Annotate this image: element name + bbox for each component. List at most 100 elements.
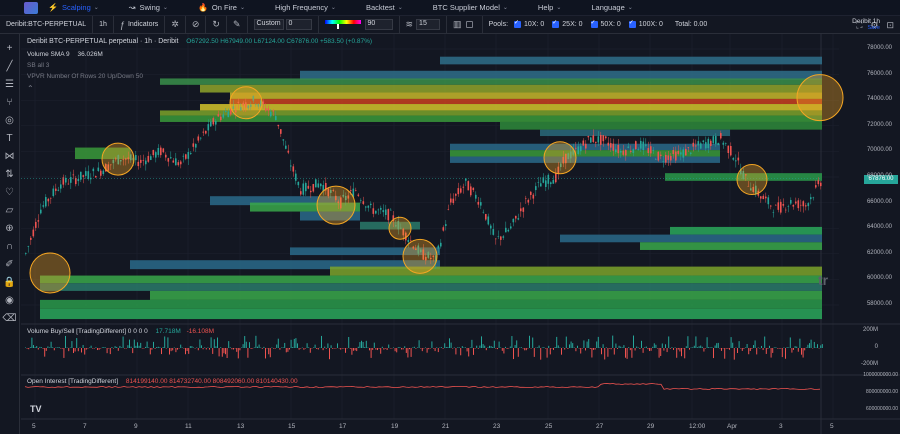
candle-body	[297, 181, 300, 186]
horizontal-lines-icon[interactable]: ☰	[5, 79, 14, 90]
price-chart[interactable]	[21, 34, 900, 434]
magnet-icon[interactable]: ∩	[5, 241, 14, 252]
pool-checkbox[interactable]	[590, 19, 598, 28]
candle-body	[532, 194, 535, 199]
indicators-label: Indicators	[127, 21, 159, 28]
volume-bar	[257, 346, 258, 348]
volume-bar	[36, 346, 38, 348]
menu-item-scalping[interactable]: ⚡ Scalping ⌄	[48, 3, 99, 12]
candle-body	[167, 158, 170, 162]
volume-bar	[521, 347, 522, 348]
zoom-icon[interactable]: ⊕	[5, 223, 14, 234]
volume-bar	[698, 346, 700, 348]
volume-bar	[569, 344, 570, 348]
volume-bar	[463, 347, 465, 348]
custom-input[interactable]: 0	[285, 19, 312, 30]
candle-body	[445, 224, 447, 226]
volume-bar	[492, 346, 494, 348]
heatmap-band	[640, 242, 822, 250]
pool-checkbox[interactable]	[514, 19, 522, 28]
volume-bar	[642, 348, 644, 353]
crosshair-icon[interactable]: +	[6, 43, 13, 54]
pool-checkbox[interactable]	[628, 19, 636, 28]
indicators-button[interactable]: ƒ Indicators	[114, 15, 166, 34]
volume-bar	[325, 348, 327, 349]
app-logo[interactable]	[24, 1, 38, 14]
drawing-tool-button[interactable]: ✎	[227, 15, 248, 34]
pool-toggle[interactable]: 100X: 0	[628, 19, 663, 28]
volume-bar	[295, 338, 297, 348]
candle-body	[115, 158, 117, 160]
candle-body	[700, 143, 702, 149]
camera-icon[interactable]: ⊡	[886, 19, 894, 30]
candle-body	[755, 185, 757, 195]
interval-button[interactable]: 1h	[93, 15, 114, 34]
candle-body	[510, 226, 512, 229]
brush-icon[interactable]: ♡	[5, 187, 14, 198]
volume-bar	[65, 335, 66, 348]
candle-body	[795, 201, 797, 204]
candle-body	[287, 150, 290, 153]
volume-bar	[69, 347, 71, 348]
settings-icon[interactable]: ⚙	[870, 19, 879, 30]
pitchfork-icon[interactable]: ⑂	[6, 97, 13, 108]
pool-toggle[interactable]: 10X: 0	[514, 19, 544, 28]
text-icon[interactable]: T	[6, 133, 13, 144]
patterns-icon[interactable]: ⋈	[4, 151, 15, 162]
pool-toggle[interactable]: 25X: 0	[552, 19, 583, 28]
candle-body	[500, 236, 502, 240]
symbol-box-save[interactable]: Save	[867, 25, 880, 31]
heatmap-gradient-slider[interactable]	[324, 20, 361, 29]
custom-select[interactable]: Custom	[253, 19, 284, 30]
lock-pencil-icon[interactable]: ✐	[5, 259, 14, 270]
settings-button[interactable]: ✲	[165, 15, 186, 34]
display-checkbox[interactable]	[465, 21, 473, 28]
volume-bar	[455, 348, 457, 355]
menu-item-swing[interactable]: ↝ Swing ⌄	[129, 3, 168, 12]
symbol-search[interactable]: Deribit:BTC-PERPETUAL	[0, 15, 94, 34]
menu-item-help[interactable]: Help ⌄	[538, 3, 561, 12]
chart-toolbar: Deribit:BTC-PERPETUAL 1h ƒ Indicators ✲ ⊘…	[0, 15, 900, 34]
volume-bar	[113, 348, 114, 349]
shapes-icon[interactable]: ◎	[5, 115, 14, 126]
menu-item-btc-supplier-model[interactable]: BTC Supplier Model ⌄	[433, 3, 508, 12]
fullscreen-icon[interactable]: ⛶	[856, 19, 863, 30]
bars-icon[interactable]: ▥	[453, 19, 462, 29]
refresh-button[interactable]: ↻	[206, 15, 227, 34]
candle-body	[152, 149, 155, 156]
menu-item-backtest[interactable]: Backtest ⌄	[366, 3, 403, 12]
trend-line-icon[interactable]: ╱	[6, 61, 13, 72]
total-label: Total: 0.00	[674, 21, 708, 28]
legend-collapse[interactable]: ⌃	[27, 84, 34, 93]
gradient-input[interactable]: 90	[364, 19, 393, 30]
liquidity-circle	[29, 252, 71, 294]
pool-checkbox[interactable]	[552, 19, 560, 28]
symbol-box[interactable]: Deribit 1h Save	[852, 18, 880, 31]
volume-bar	[460, 348, 462, 356]
volume-axis-tick-label: -200M	[860, 361, 878, 367]
volume-bar	[316, 348, 318, 350]
prediction-icon[interactable]: ⇅	[5, 169, 14, 180]
candle-body	[222, 114, 225, 118]
candle-body	[175, 158, 177, 166]
volume-bar	[697, 347, 698, 348]
rows-input[interactable]: 15	[416, 19, 441, 30]
pool-toggle[interactable]: 50X: 0	[590, 19, 621, 28]
candle-body	[130, 154, 132, 161]
liquidity-heatmap	[40, 56, 822, 320]
oi-label: Open Interest [TradingDifferent]	[27, 378, 119, 385]
volume-bar	[28, 348, 30, 350]
trash-icon[interactable]: ⌫	[2, 313, 17, 324]
menu-item-on-fire[interactable]: 🔥 On Fire ⌄	[198, 3, 245, 12]
visibility-icon[interactable]: ◉	[5, 295, 14, 306]
tradingview-logo-icon[interactable]: TV	[30, 404, 42, 414]
candle-body	[125, 158, 127, 160]
ruler-icon[interactable]: ▱	[5, 205, 14, 216]
candle-body	[357, 194, 360, 196]
menu-item-high-frequency[interactable]: High Frequency ⌄	[275, 3, 336, 12]
lock-icon[interactable]: 🔒	[3, 277, 16, 288]
hide-button[interactable]: ⊘	[186, 15, 207, 34]
volume-bar	[175, 348, 177, 353]
candle-body	[635, 141, 637, 150]
menu-item-language[interactable]: Language ⌄	[591, 3, 632, 12]
